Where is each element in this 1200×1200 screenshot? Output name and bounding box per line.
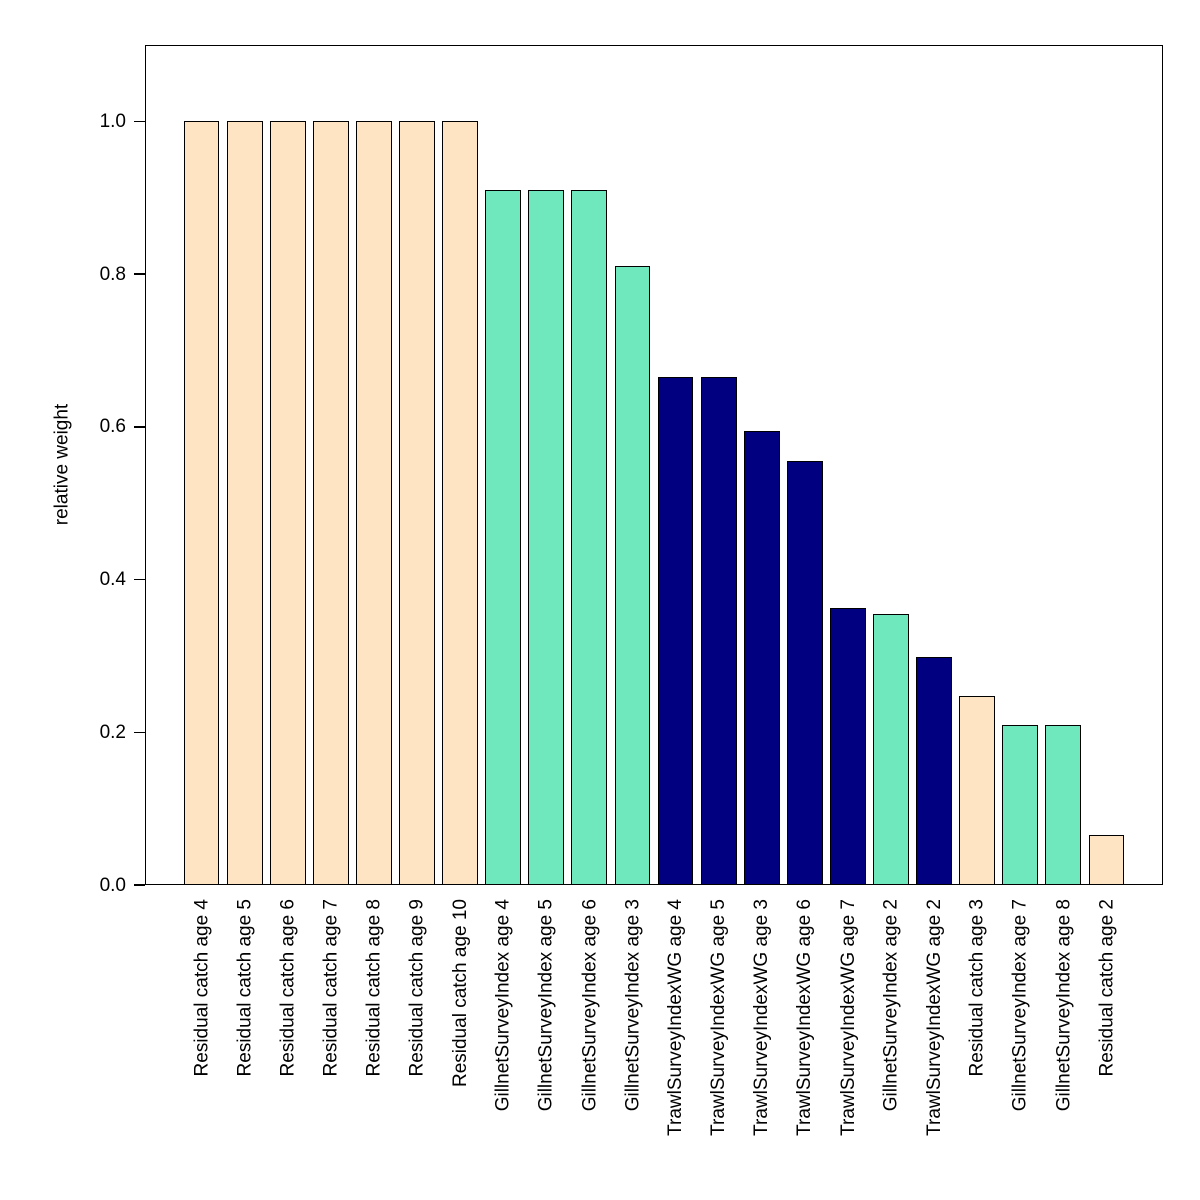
y-tick-label: 0.2 bbox=[99, 721, 126, 743]
bar bbox=[657, 377, 694, 885]
x-axis-label: TrawlSurveyIndexWG age 5 bbox=[708, 899, 730, 1136]
x-axis-label: GillnetSurveyIndex age 7 bbox=[1009, 899, 1031, 1112]
bar bbox=[1045, 724, 1082, 885]
bar bbox=[1002, 724, 1039, 885]
bar bbox=[442, 121, 479, 885]
y-tick-label: 0.0 bbox=[99, 874, 126, 896]
bar bbox=[226, 121, 263, 885]
y-tick-label: 0.8 bbox=[99, 263, 126, 285]
bar bbox=[743, 430, 780, 885]
bar bbox=[829, 607, 866, 885]
x-axis-label: Residual catch age 10 bbox=[449, 899, 471, 1088]
x-axis-label: Residual catch age 6 bbox=[277, 899, 299, 1077]
x-axis-label: GillnetSurveyIndex age 3 bbox=[621, 899, 643, 1112]
x-axis-label: GillnetSurveyIndex age 5 bbox=[535, 899, 557, 1112]
x-axis-label: Residual catch age 8 bbox=[363, 899, 385, 1077]
bar bbox=[355, 121, 392, 885]
bar bbox=[916, 657, 953, 885]
bar bbox=[485, 190, 522, 885]
bar bbox=[528, 190, 565, 885]
y-axis-tick bbox=[134, 120, 145, 123]
x-axis-label: Residual catch age 7 bbox=[320, 899, 342, 1077]
y-axis-tick bbox=[134, 578, 145, 581]
bar bbox=[269, 121, 306, 885]
x-axis-label: Residual catch age 4 bbox=[191, 899, 213, 1077]
bar bbox=[873, 613, 909, 885]
y-tick-label: 0.6 bbox=[99, 416, 126, 438]
x-axis-label: GillnetSurveyIndex age 2 bbox=[880, 899, 902, 1112]
y-axis-tick bbox=[134, 273, 145, 275]
bar bbox=[1088, 835, 1125, 885]
y-tick-label: 1.0 bbox=[99, 110, 126, 132]
bar bbox=[700, 377, 737, 885]
x-axis-label: Residual catch age 5 bbox=[234, 899, 256, 1077]
x-axis-label: TrawlSurveyIndexWG age 4 bbox=[665, 899, 687, 1136]
x-axis-label: GillnetSurveyIndex age 6 bbox=[578, 899, 600, 1112]
x-axis-label: GillnetSurveyIndex age 8 bbox=[1052, 899, 1074, 1112]
bar bbox=[571, 190, 608, 885]
bar bbox=[183, 121, 220, 885]
x-axis-label: TrawlSurveyIndexWG age 7 bbox=[837, 899, 859, 1136]
x-axis-label: TrawlSurveyIndexWG age 6 bbox=[794, 899, 816, 1136]
x-axis-label: TrawlSurveyIndexWG age 2 bbox=[923, 899, 945, 1136]
x-axis-label: GillnetSurveyIndex age 4 bbox=[492, 899, 514, 1112]
y-axis-tick bbox=[134, 426, 145, 428]
x-axis-label: Residual catch age 3 bbox=[966, 899, 988, 1077]
y-axis-tick bbox=[134, 884, 145, 886]
bar bbox=[786, 461, 823, 885]
x-axis-label: Residual catch age 2 bbox=[1095, 899, 1117, 1077]
bar bbox=[959, 695, 996, 885]
x-axis-label: TrawlSurveyIndexWG age 3 bbox=[751, 899, 773, 1136]
bar bbox=[614, 266, 651, 885]
bar bbox=[399, 121, 435, 885]
y-tick-label: 0.4 bbox=[99, 569, 126, 591]
y-axis-tick bbox=[134, 731, 145, 734]
x-axis-label: Residual catch age 9 bbox=[406, 899, 428, 1077]
bar bbox=[312, 121, 349, 885]
